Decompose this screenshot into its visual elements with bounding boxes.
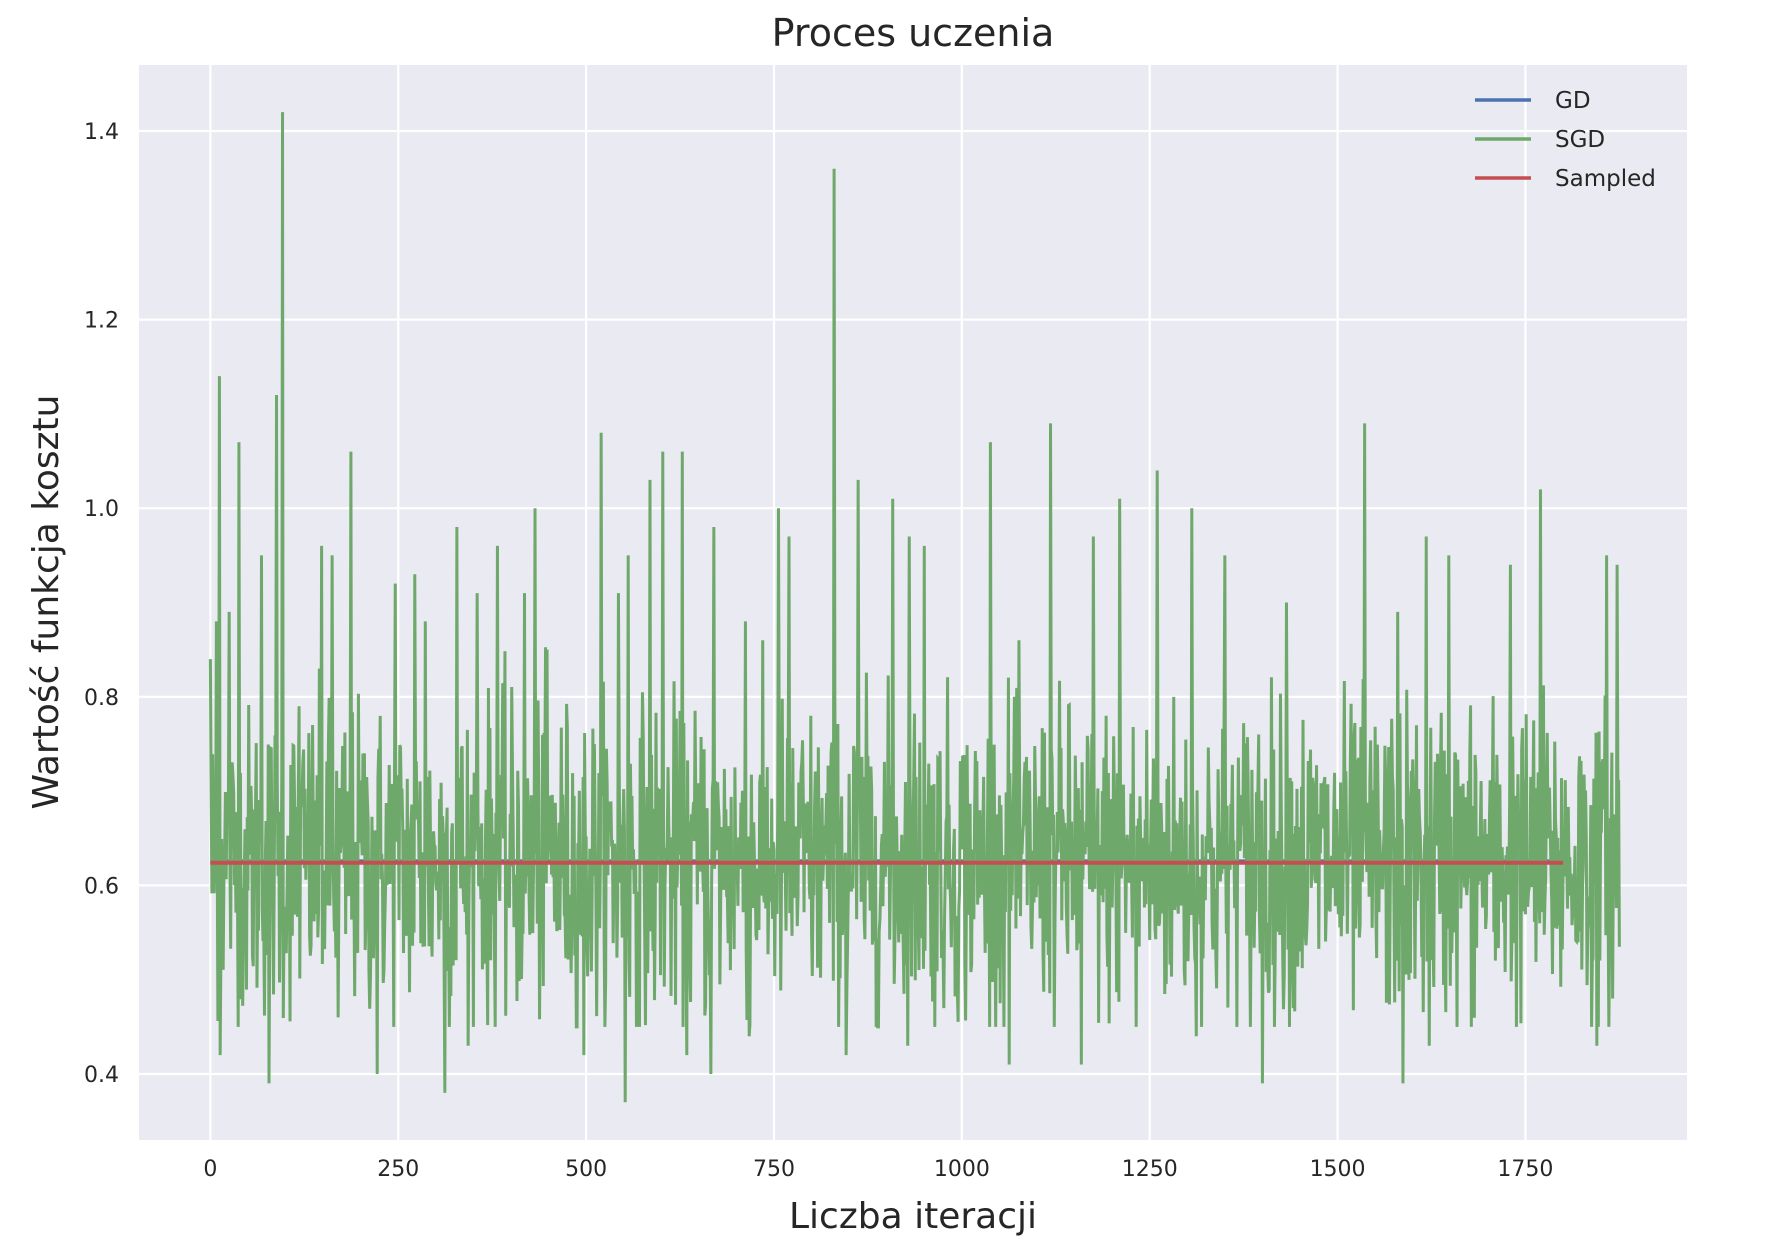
y-tick-label: 0.8 (84, 686, 119, 711)
x-tick-label: 0 (203, 1157, 217, 1182)
y-tick-label: 1.0 (84, 497, 119, 522)
chart-title: Proces uczenia (772, 11, 1055, 55)
x-axis-label: Liczba iteracji (789, 1196, 1037, 1237)
legend: GD SGD Sampled (1475, 88, 1656, 192)
x-tick-label: 750 (753, 1157, 795, 1182)
legend-label: Sampled (1555, 166, 1656, 192)
legend-label: GD (1555, 88, 1591, 114)
series-line-sgd (208, 112, 1621, 1103)
x-tick-label: 1250 (1122, 1157, 1178, 1182)
y-tick-label: 1.2 (84, 309, 119, 334)
x-tick-label: 250 (377, 1157, 419, 1182)
y-tick-label: 0.4 (84, 1063, 119, 1088)
y-tick-label: 0.6 (84, 874, 119, 899)
y-tick-label: 1.4 (84, 120, 119, 145)
x-tick-label: 500 (565, 1157, 607, 1182)
x-tick-label: 1000 (934, 1157, 990, 1182)
x-tick-label: 1750 (1497, 1157, 1553, 1182)
legend-label: SGD (1555, 127, 1605, 153)
y-axis-label: Wartość funkcja kosztu (26, 395, 67, 810)
x-tick-label: 1500 (1310, 1157, 1366, 1182)
ticks: 0 250 500 750 1000 1250 1500 1750 0.4 0.6 0.8 1.0 1.… (84, 120, 1553, 1182)
series-layer (208, 112, 1621, 1103)
